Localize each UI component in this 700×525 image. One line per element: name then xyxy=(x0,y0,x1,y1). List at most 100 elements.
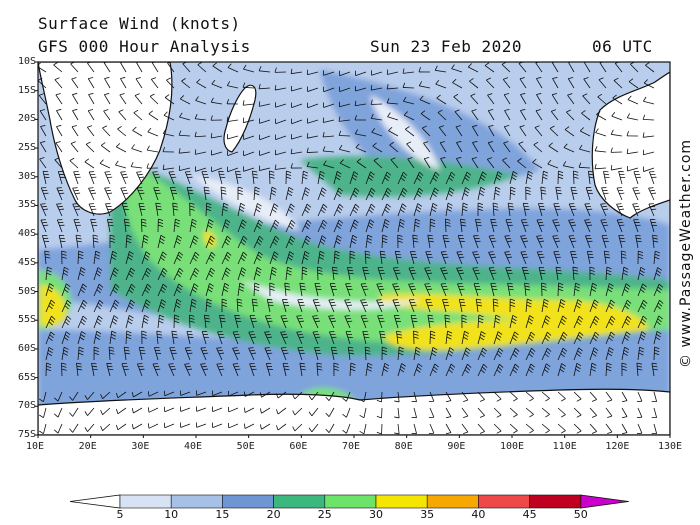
wind-barb xyxy=(473,235,481,249)
wind-barb xyxy=(486,77,495,89)
wind-barb xyxy=(204,314,211,329)
wind-barb xyxy=(61,266,69,281)
wind-barb xyxy=(180,390,191,396)
wind-barb xyxy=(216,363,225,377)
wind-barb xyxy=(157,234,166,249)
antarctica xyxy=(38,388,670,435)
wind-barb xyxy=(359,407,367,419)
wind-barb xyxy=(162,164,175,170)
wind-barb xyxy=(651,423,658,435)
wind-barb xyxy=(71,77,79,89)
wind-barb xyxy=(147,423,159,429)
wind-barb xyxy=(425,299,433,313)
wind-barb xyxy=(237,202,246,217)
wind-barb xyxy=(520,219,529,233)
wind-barb xyxy=(242,100,255,106)
wind-barb xyxy=(100,407,111,416)
wind-barb xyxy=(493,407,502,418)
wind-barb xyxy=(269,186,277,201)
wind-barb xyxy=(541,407,550,418)
wind-barb xyxy=(632,187,641,201)
wind-barb xyxy=(308,391,319,401)
wind-barb xyxy=(594,146,607,153)
wind-barb xyxy=(493,314,501,329)
wind-barb xyxy=(386,69,399,75)
wind-barb xyxy=(227,63,239,73)
colorbar-swatch xyxy=(273,494,326,509)
wind-barb xyxy=(507,202,514,217)
wind-barb xyxy=(39,391,47,403)
wind-barb xyxy=(132,126,143,137)
colorbar-swatch xyxy=(529,494,582,509)
wind-barb xyxy=(345,331,353,345)
wind-barb xyxy=(360,283,369,297)
wind-barb xyxy=(524,282,531,297)
wind-barb xyxy=(148,110,159,121)
wind-barb xyxy=(504,251,513,265)
wind-barb xyxy=(376,391,383,403)
wind-barb xyxy=(338,116,351,122)
wind-barb xyxy=(258,101,271,107)
wind-barb xyxy=(205,267,216,281)
wind-barb xyxy=(487,141,495,153)
wind-barb xyxy=(339,70,351,77)
wind-barb xyxy=(153,187,161,201)
wind-barb xyxy=(359,423,367,435)
wind-barb xyxy=(72,109,79,121)
wind-barb xyxy=(605,299,615,313)
wind-barb xyxy=(651,362,658,377)
wind-barb xyxy=(301,235,311,249)
wind-barb xyxy=(377,267,385,281)
wind-barb xyxy=(179,95,191,105)
wind-barb xyxy=(477,171,487,185)
wind-barb xyxy=(69,423,79,433)
wind-barb xyxy=(487,109,495,121)
wind-barb xyxy=(296,315,305,329)
wind-barb xyxy=(568,203,577,217)
wind-barb xyxy=(347,346,355,361)
wind-barb xyxy=(573,362,582,377)
wind-barb xyxy=(444,218,451,233)
wind-barb xyxy=(653,299,664,313)
wind-barb xyxy=(189,251,200,265)
wind-barb xyxy=(583,77,591,89)
wind-barb xyxy=(184,347,193,361)
model-run-label: GFS 000 Hour Analysis xyxy=(38,37,251,56)
wind-barb xyxy=(445,391,452,403)
wind-barb xyxy=(573,423,582,434)
wind-barb xyxy=(349,250,355,265)
wind-barb xyxy=(219,314,226,329)
wind-barb xyxy=(557,407,566,418)
wind-barb xyxy=(477,347,487,361)
wind-barb xyxy=(173,267,184,281)
wind-barb xyxy=(610,129,623,137)
wind-barb xyxy=(299,282,306,297)
wind-barb xyxy=(296,331,305,345)
wind-barb xyxy=(87,125,95,137)
wind-barb xyxy=(61,315,72,329)
wind-barb xyxy=(147,127,159,137)
wind-barb xyxy=(648,187,657,201)
longitude-label: 30E xyxy=(131,441,150,452)
wind-barb xyxy=(131,391,143,398)
wind-barb xyxy=(269,266,277,281)
wind-barb xyxy=(276,391,287,399)
wind-barb xyxy=(458,298,466,313)
wind-barb xyxy=(600,219,609,233)
wind-barb xyxy=(360,299,369,313)
wind-barb xyxy=(362,267,370,281)
wind-barb xyxy=(317,203,328,217)
wind-barb xyxy=(653,250,660,265)
wind-barb xyxy=(40,219,49,233)
wind-barb xyxy=(601,235,609,249)
wind-barb xyxy=(61,299,72,313)
wind-barb xyxy=(178,165,191,172)
wind-barb xyxy=(125,251,134,265)
wind-barb xyxy=(189,314,195,329)
wind-barb xyxy=(338,144,351,153)
wind-barb xyxy=(297,299,305,313)
wind-barb xyxy=(372,142,383,153)
wind-barb xyxy=(581,110,591,121)
wind-barb xyxy=(621,391,628,403)
